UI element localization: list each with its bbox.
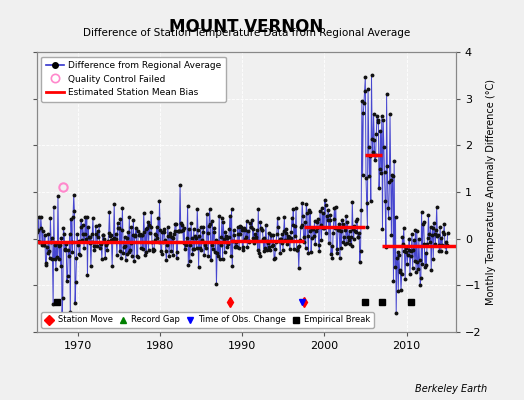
- Legend: Station Move, Record Gap, Time of Obs. Change, Empirical Break: Station Move, Record Gap, Time of Obs. C…: [41, 312, 374, 328]
- Text: Difference of Station Temperature Data from Regional Average: Difference of Station Temperature Data f…: [83, 28, 410, 38]
- Text: MOUNT VERNON: MOUNT VERNON: [169, 18, 323, 36]
- Text: Berkeley Earth: Berkeley Earth: [415, 384, 487, 394]
- Y-axis label: Monthly Temperature Anomaly Difference (°C): Monthly Temperature Anomaly Difference (…: [486, 79, 496, 305]
